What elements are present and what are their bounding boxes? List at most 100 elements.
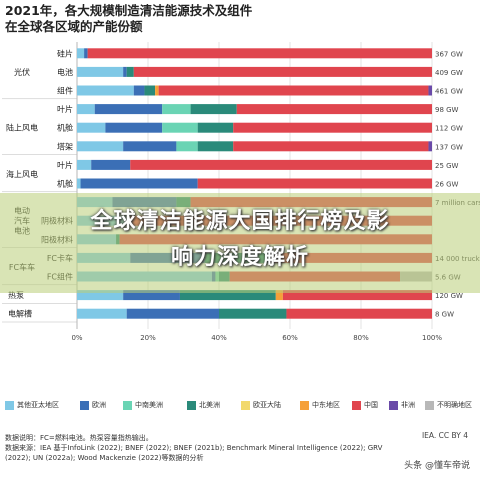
bar-segment-3-中东地区 — [155, 85, 159, 96]
iea-credit: IEA. CC BY 4 — [421, 431, 468, 440]
bar-segment-3-其他亚太地区 — [77, 85, 134, 96]
row-label: 硅片 — [57, 48, 73, 58]
bar-segment-4-其他亚太地区 — [77, 104, 95, 115]
bar-segment-2-欧洲 — [123, 66, 127, 77]
x-tick-label: 60% — [282, 334, 298, 342]
bar-segment-5-其他亚太地区 — [77, 122, 106, 133]
headline-line2: 响力深度解析 — [170, 245, 309, 270]
row-label: 叶片 — [57, 160, 73, 170]
bar-segment-15-欧洲 — [126, 308, 219, 319]
bar-segment-3-非洲 — [428, 85, 432, 96]
legend-item: 北美洲 — [187, 400, 220, 410]
bar-segment-6-其他亚太地区 — [77, 141, 124, 152]
group-label: 光伏 — [14, 67, 30, 77]
x-tick-label: 20% — [140, 334, 156, 342]
row-label: 机舱 — [57, 123, 73, 133]
bar-segment-1-其他亚太地区 — [77, 48, 85, 59]
row-label: 电池 — [57, 67, 73, 77]
note-line-2: 数据来源：IEA 基于InfoLink (2022); BNEF (2022);… — [5, 444, 383, 452]
bar-segment-3-北美洲 — [144, 85, 156, 96]
legend-label: 非洲 — [401, 401, 415, 409]
legend-item: 非洲 — [389, 400, 415, 410]
bar-segment-7-其他亚太地区 — [77, 159, 92, 170]
row-total-label: 26 GW — [435, 181, 459, 189]
chart-notes: 数据说明：FC=燃料电池。热泵容量指热输出。 数据来源：IEA 基于InfoLi… — [5, 433, 382, 463]
headline-overlay: 全球清洁能源大国排行榜及影 响力深度解析 — [0, 193, 480, 293]
legend-item: 中南美洲 — [123, 400, 163, 410]
bar-segment-15-北美洲 — [219, 308, 287, 319]
row-total-label: 112 GW — [435, 125, 463, 133]
x-tick-label: 0% — [71, 334, 82, 342]
row-label: 电解槽 — [8, 309, 32, 319]
row-label: 机舱 — [57, 179, 73, 189]
bar-segment-8-其他亚太地区 — [77, 178, 81, 189]
bar-segment-4-中国 — [236, 104, 432, 115]
legend-swatch — [425, 400, 434, 410]
legend-swatch — [352, 400, 361, 410]
bar-segment-14-中东地区 — [275, 290, 283, 301]
legend-label: 中国 — [364, 401, 378, 409]
bar-segment-14-中国 — [282, 290, 432, 301]
row-total-label: 409 GW — [435, 69, 463, 77]
bar-segment-5-北美洲 — [197, 122, 234, 133]
legend-label: 欧亚大陆 — [253, 401, 281, 409]
legend-swatch — [123, 400, 132, 410]
bar-segment-15-其他亚太地区 — [77, 308, 127, 319]
legend-label: 其他亚太地区 — [17, 401, 59, 409]
bar-segment-8-中国 — [197, 178, 432, 189]
bar-segment-1-欧洲 — [84, 48, 88, 59]
bar-segment-4-北美洲 — [190, 104, 237, 115]
bar-segment-2-北美洲 — [126, 66, 134, 77]
bar-segment-1-中国 — [87, 48, 433, 59]
chart-title-line1: 2021年，各大规模制造清洁能源技术及组件 — [5, 3, 253, 18]
bar-segment-2-其他亚太地区 — [77, 66, 124, 77]
legend-swatch — [80, 400, 89, 410]
group-label: 陆上风电 — [6, 123, 38, 133]
bar-segment-5-欧洲 — [105, 122, 163, 133]
legend-swatch — [389, 400, 398, 410]
legend-item: 欧洲 — [80, 400, 106, 410]
legend-label: 中东地区 — [312, 401, 340, 409]
row-total-label: 25 GW — [435, 162, 459, 170]
row-label: 叶片 — [57, 104, 73, 114]
legend-label: 不明确地区 — [437, 401, 472, 409]
row-total-label: 98 GW — [435, 106, 459, 114]
row-label: 热泵 — [8, 290, 24, 300]
bar-segment-6-北美洲 — [197, 141, 234, 152]
legend-swatch — [300, 400, 309, 410]
bar-segment-7-中国 — [130, 159, 432, 170]
legend-label: 欧洲 — [92, 401, 106, 409]
note-line-3: (2022); UN (2022a); Wood Mackenzie (2022… — [5, 454, 204, 462]
legend-item: 中东地区 — [300, 400, 340, 410]
legend-item: 中国 — [352, 400, 378, 410]
bar-segment-6-非洲 — [428, 141, 432, 152]
x-tick-label: 40% — [211, 334, 227, 342]
row-total-label: 367 GW — [435, 50, 463, 58]
legend-item: 欧亚大陆 — [241, 400, 281, 410]
bar-segment-14-欧洲 — [123, 290, 180, 301]
bar-segment-8-欧洲 — [80, 178, 198, 189]
row-total-label: 137 GW — [435, 143, 463, 151]
bar-segment-4-中南美洲 — [162, 104, 191, 115]
row-total-label: 8 GW — [435, 311, 454, 319]
bar-segment-3-中国 — [158, 85, 429, 96]
legend-swatch — [241, 400, 250, 410]
legend-item: 不明确地区 — [425, 400, 472, 410]
row-total-label: 461 GW — [435, 88, 463, 96]
note-line-1: 数据说明：FC=燃料电池。热泵容量指热输出。 — [5, 434, 153, 442]
legend-label: 中南美洲 — [135, 401, 163, 409]
bar-segment-6-中南美洲 — [176, 141, 198, 152]
bar-segment-7-欧洲 — [91, 159, 131, 170]
bar-segment-15-中国 — [286, 308, 432, 319]
bar-segment-14-其他亚太地区 — [77, 290, 124, 301]
bar-segment-4-欧洲 — [94, 104, 163, 115]
watermark: 头条 @懂车帝说 — [404, 461, 470, 471]
x-tick-label: 80% — [353, 334, 369, 342]
row-label: 组件 — [57, 86, 73, 96]
legend-swatch — [187, 400, 196, 410]
bar-segment-5-中南美洲 — [162, 122, 198, 133]
group-label: 海上风电 — [6, 169, 38, 179]
legend-item: 其他亚太地区 — [5, 400, 59, 410]
x-tick-label: 100% — [422, 334, 442, 342]
headline-line1: 全球清洁能源大国排行榜及影 — [90, 209, 390, 234]
